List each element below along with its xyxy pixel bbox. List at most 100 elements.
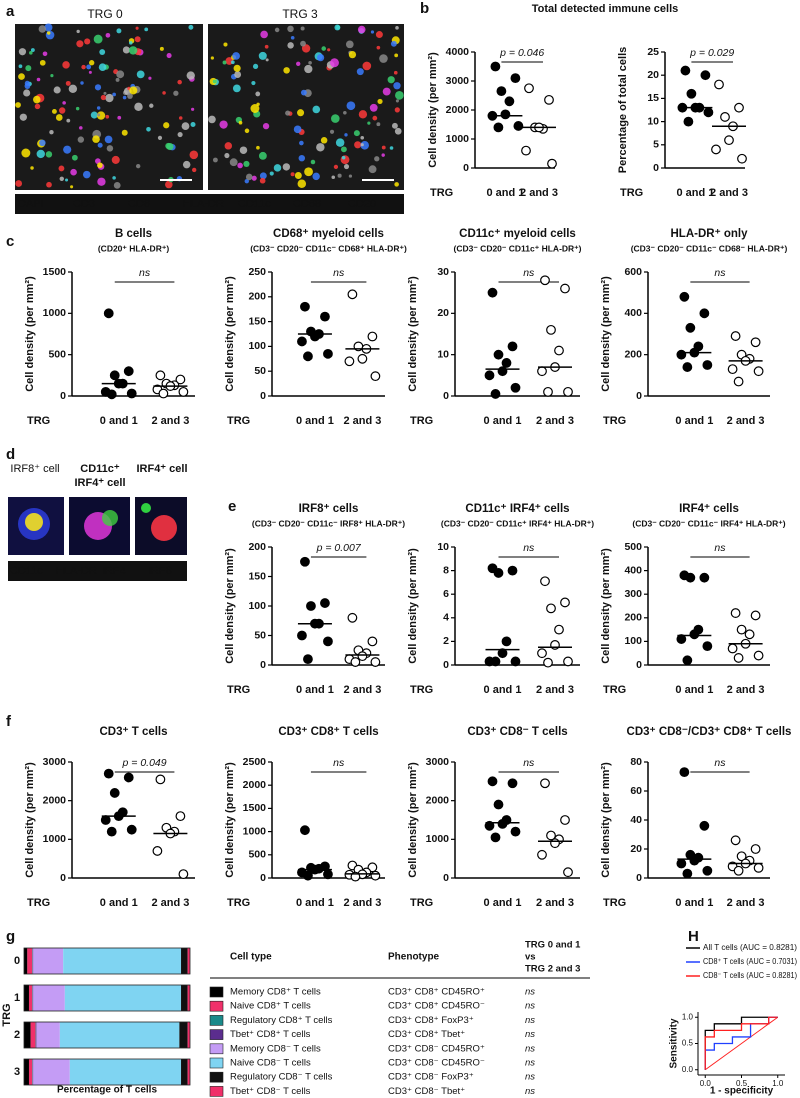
speck — [38, 25, 47, 33]
speck — [353, 130, 360, 137]
x-tick-label: 0 and 1 — [296, 897, 334, 909]
x-axis-label: TRG — [603, 897, 626, 909]
panel-label: e — [228, 498, 236, 515]
y-tick-label: 300 — [624, 588, 642, 600]
speck — [25, 65, 32, 72]
y-tick-label: 25 — [647, 46, 659, 58]
speck — [262, 122, 270, 130]
speck — [93, 34, 103, 44]
speck — [269, 171, 274, 176]
y-tick-label: 1000 — [446, 133, 470, 145]
channel-name: CD3 — [73, 198, 95, 210]
y-tick-label: 3 — [14, 1066, 20, 1078]
channel-name: CD68 — [293, 198, 321, 210]
x-axis-label: TRG — [430, 187, 453, 199]
x-axis-label: TRG — [410, 897, 433, 909]
speck — [55, 114, 63, 121]
legend-label: Naive CD8⁺ T cells — [230, 1001, 311, 1012]
y-axis-label: Cell density (per mm²) — [224, 276, 236, 392]
speck — [165, 180, 173, 189]
image-title: TRG 0 — [87, 7, 123, 21]
speck — [23, 89, 31, 97]
y-axis-label: TRG — [1, 1003, 13, 1026]
data-point — [297, 630, 307, 641]
data-point — [367, 636, 378, 647]
speck — [348, 174, 353, 178]
y-tick-label: 200 — [248, 541, 266, 553]
y-tick-label: 0 — [463, 162, 469, 174]
speck — [81, 64, 86, 70]
significance: ns — [525, 987, 535, 998]
x-tick-label: 0 and 1 — [675, 684, 713, 696]
y-tick-label: 30 — [437, 266, 449, 278]
speck — [238, 120, 243, 125]
speck — [76, 40, 84, 48]
speck — [229, 158, 238, 167]
speck — [395, 26, 399, 30]
data-point — [323, 636, 333, 647]
data-point — [123, 772, 134, 783]
chart-title: CD3⁺ T cells — [99, 726, 167, 738]
speck — [18, 48, 27, 56]
speck — [129, 41, 133, 45]
data-point — [300, 825, 310, 836]
speck — [296, 61, 301, 66]
speck — [310, 159, 316, 165]
speck — [374, 156, 380, 162]
table-header: Cell type — [230, 952, 272, 963]
speck — [100, 94, 107, 101]
annotation: ns — [139, 267, 151, 279]
annotation: p = 0.049 — [122, 757, 167, 769]
speck — [148, 76, 152, 80]
x-axis-label: TRG — [227, 684, 250, 696]
x-tick-label: 2 and 3 — [727, 897, 765, 909]
data-point — [496, 86, 507, 97]
speck — [210, 56, 214, 60]
speck — [367, 121, 371, 125]
legend-label: Regulatory CD8⁺ T cells — [230, 1015, 333, 1026]
data-point — [357, 353, 368, 364]
data-point — [711, 144, 721, 155]
y-tick-label: 2 — [443, 635, 449, 647]
data-point — [521, 145, 531, 156]
channel-legend-bar — [8, 561, 187, 581]
data-point — [323, 869, 333, 880]
y-tick-label: 8 — [443, 564, 449, 576]
speck — [372, 115, 378, 121]
data-point — [753, 862, 764, 873]
speck — [82, 170, 91, 179]
speck — [376, 45, 381, 50]
speck — [282, 163, 291, 171]
chart-subtitle: (CD3⁻ CD20⁻ CD11c⁻ CD68⁻ HLA-DR⁺) — [631, 243, 788, 253]
y-tick-label: 2000 — [43, 794, 67, 806]
cell-label: CD11c⁺ — [80, 463, 120, 475]
chart-title: IRF8⁺ cells — [299, 503, 359, 515]
y-tick-label: 5 — [653, 139, 659, 151]
x-axis-label: 1 - specificity — [710, 1086, 774, 1097]
speck — [391, 122, 398, 129]
bar-segment — [187, 985, 190, 1011]
speck — [76, 29, 80, 34]
data-point — [303, 351, 313, 362]
speck — [21, 148, 31, 158]
data-point — [126, 824, 137, 835]
data-point — [689, 629, 700, 640]
speck — [62, 101, 66, 105]
speck — [79, 126, 83, 130]
speck — [376, 122, 381, 127]
x-tick-label: 0 and 1 — [296, 415, 334, 427]
significance: ns — [525, 1072, 535, 1083]
x-tick-label: 2 and 3 — [536, 897, 574, 909]
speck — [135, 163, 141, 169]
speck — [189, 150, 199, 160]
data-point — [730, 608, 741, 618]
speck — [128, 46, 138, 55]
speck — [312, 105, 321, 114]
speck — [89, 60, 95, 66]
speck — [58, 107, 66, 114]
speck — [298, 154, 306, 162]
speck — [136, 70, 145, 79]
speck — [111, 155, 120, 164]
speck — [166, 142, 174, 151]
chart-title: CD3⁺ CD8⁻/CD3⁺ CD8⁺ T cells — [627, 726, 792, 738]
